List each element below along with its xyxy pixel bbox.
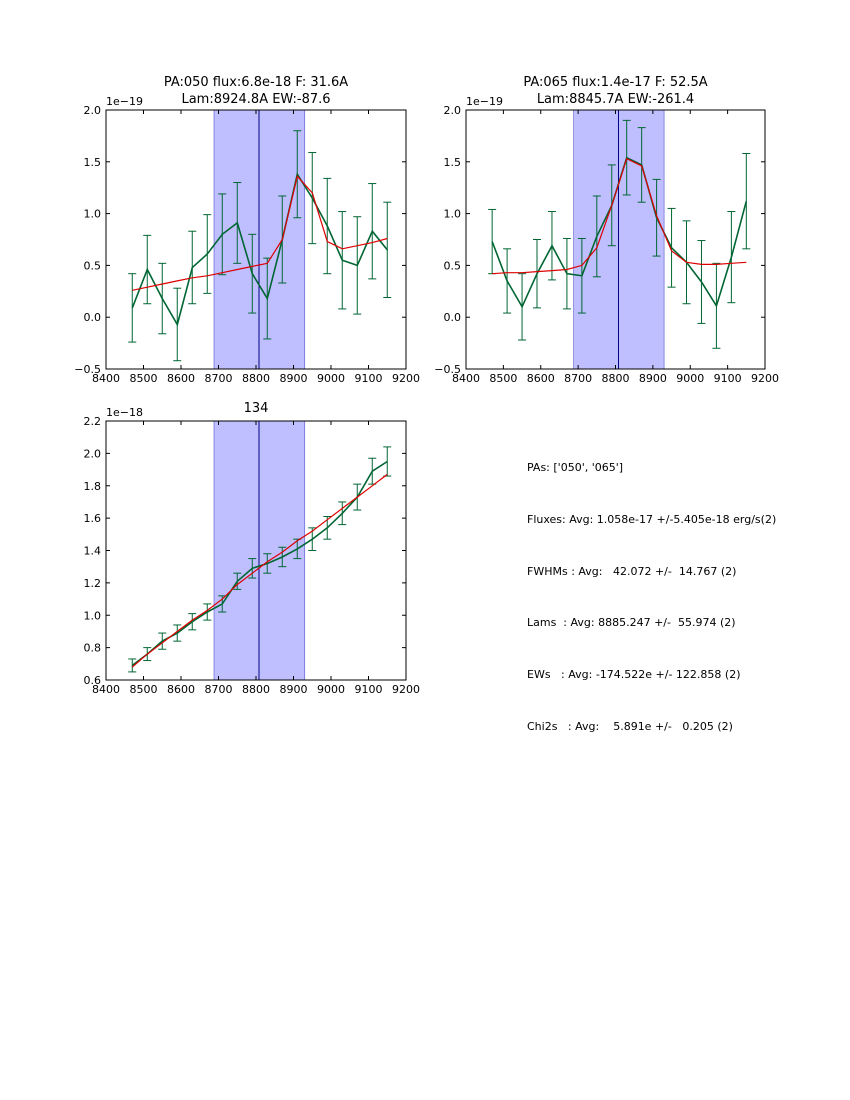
y-tick-label: 1.2 — [84, 577, 102, 590]
x-tick-label: 8700 — [564, 372, 592, 385]
x-tick-label: 9100 — [714, 372, 742, 385]
y-tick-label: 0.8 — [84, 642, 102, 655]
y-tick-label: 2.0 — [84, 104, 102, 117]
series-line-fit — [492, 157, 747, 275]
series-line-fit — [132, 175, 388, 291]
chart-title-line1: PA:065 flux:1.4e-17 F: 52.5A — [523, 75, 707, 90]
series-line-data — [131, 460, 388, 667]
series-line-data — [131, 172, 388, 327]
y-tick-label: 1.0 — [444, 208, 462, 221]
x-tick-label: 9000 — [317, 372, 345, 385]
x-tick-label: 8600 — [527, 372, 555, 385]
chart-panel-2: 8400 8500 8600 8700 8800 8900 9000 9100 9200 −0.5… — [434, 75, 779, 385]
fit-summary: PAs: ['050', '065'] Fluxes: Avg: 1.058e-… — [527, 435, 776, 759]
x-tick-label: 8400 — [92, 683, 120, 696]
y-tick-label: 1.0 — [84, 609, 102, 622]
y-exponent-label: 1e−18 — [106, 406, 143, 419]
y-tick-label: −0.5 — [434, 363, 461, 376]
y-tick-label: 0.0 — [444, 311, 462, 324]
x-tick-label: 8700 — [205, 683, 233, 696]
x-tick-label: 8800 — [242, 372, 270, 385]
x-tick-label: 9100 — [355, 372, 383, 385]
x-tick-label: 9200 — [751, 372, 779, 385]
x-tick-label: 8900 — [280, 683, 308, 696]
error-bar — [128, 658, 137, 673]
x-tick-label: 8900 — [280, 372, 308, 385]
x-tick-label: 8800 — [602, 372, 630, 385]
chart-panel-3: 8400 8500 8600 8700 8800 8900 9000 9100 9200 0.6 0… — [84, 401, 421, 696]
x-tick-label: 9200 — [392, 372, 420, 385]
y-tick-label: 0.0 — [84, 311, 102, 324]
y-exponent-label: 1e−19 — [466, 95, 503, 108]
summary-chi2s: Chi2s : Avg: 5.891e +/- 0.205 (2) — [527, 719, 733, 733]
x-tick-label: 9200 — [392, 683, 420, 696]
chart-title-line2: Lam:8845.7A EW:-261.4 — [537, 92, 694, 107]
x-tick-label: 9000 — [317, 683, 345, 696]
summary-lams: Lams : Avg: 8885.247 +/- 55.974 (2) — [527, 616, 736, 630]
y-tick-label: 0.6 — [84, 674, 102, 687]
x-tick-label: 8600 — [167, 683, 195, 696]
chart-panel-1: 8400 8500 8600 8700 8800 8900 9000 9100 9200 −0.5… — [74, 75, 420, 385]
x-tick-label: 8500 — [130, 372, 158, 385]
y-tick-label: 1.5 — [84, 156, 102, 169]
summary-pas: PAs: ['050', '065'] — [527, 461, 624, 474]
x-tick-label: 8500 — [130, 683, 158, 696]
y-exponent-label: 1e−19 — [106, 95, 143, 108]
y-tick-label: 1.5 — [444, 156, 462, 169]
x-tick-label: 8800 — [242, 683, 270, 696]
error-bar — [742, 153, 751, 250]
chart-title-line2: Lam:8924.8A EW:-87.6 — [181, 92, 330, 107]
y-tick-label: 2.0 — [444, 104, 462, 117]
x-tick-label: 8400 — [92, 372, 120, 385]
summary-fluxes: Fluxes: Avg: 1.058e-17 +/-5.405e-18 erg/… — [527, 512, 777, 526]
summary-ews: EWs : Avg: -174.522e +/- 122.858 (2) — [527, 668, 741, 682]
y-tick-label: 0.5 — [444, 259, 462, 272]
x-tick-label: 8500 — [489, 372, 517, 385]
x-tick-label: 8900 — [639, 372, 667, 385]
x-tick-label: 9100 — [355, 683, 383, 696]
y-tick-label: 2.2 — [84, 415, 102, 428]
x-tick-label: 9000 — [676, 372, 704, 385]
chart-title: 134 — [244, 401, 269, 416]
y-tick-label: 1.6 — [84, 512, 102, 525]
y-tick-label: 2.0 — [84, 447, 102, 460]
y-tick-label: 0.5 — [84, 259, 102, 272]
summary-fwhms: FWHMs : Avg: 42.072 +/- 14.767 (2) — [527, 564, 737, 578]
error-bar — [488, 208, 497, 275]
x-tick-label: 8400 — [452, 372, 480, 385]
y-tick-label: 1.4 — [84, 545, 102, 558]
x-tick-label: 8600 — [167, 372, 195, 385]
y-tick-label: 1.0 — [84, 208, 102, 221]
y-tick-label: 1.8 — [84, 480, 102, 493]
chart-title-line1: PA:050 flux:6.8e-18 F: 31.6A — [164, 75, 348, 90]
y-tick-label: −0.5 — [74, 363, 101, 376]
x-tick-label: 8700 — [205, 372, 233, 385]
series-line-fit — [131, 473, 388, 668]
